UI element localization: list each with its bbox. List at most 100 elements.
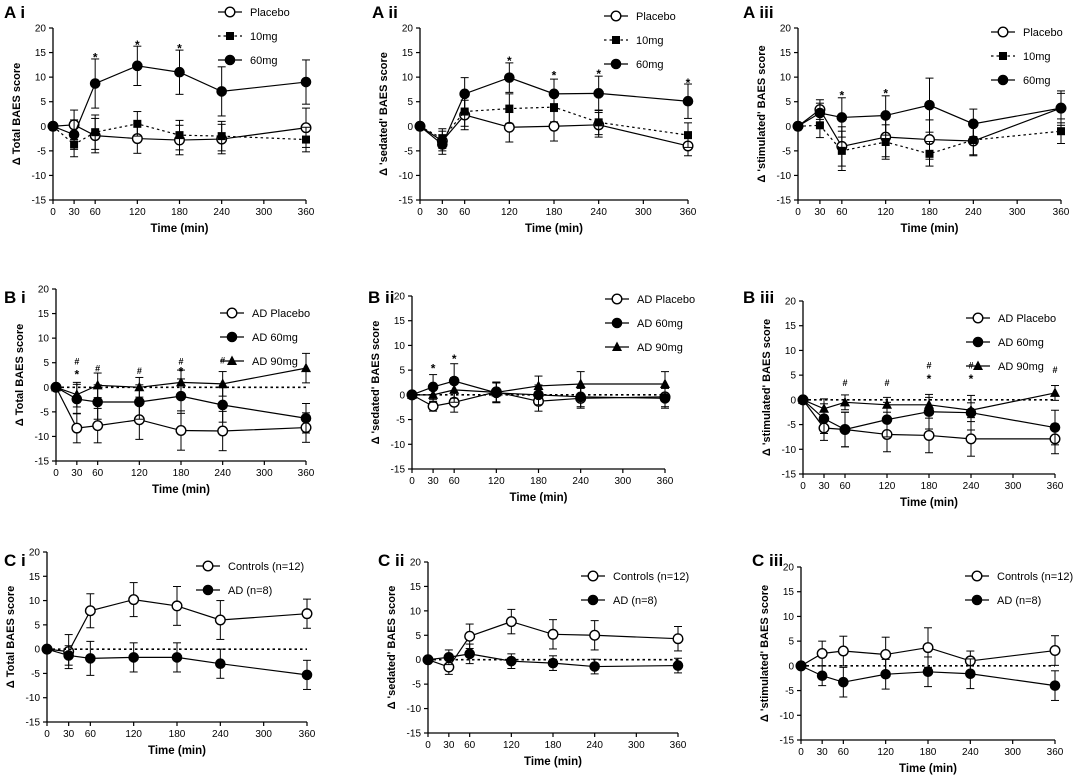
x-tick-label: 0 [53, 468, 59, 479]
data-point [839, 424, 851, 435]
data-point [216, 86, 227, 97]
data-point [302, 135, 310, 144]
data-point [881, 138, 890, 147]
significance-mark: # [137, 366, 142, 376]
data-point [89, 78, 101, 89]
data-point [300, 76, 312, 88]
x-tick-label: 30 [437, 207, 449, 218]
panel-label: A i [4, 3, 25, 22]
y-axis-label: Δ 'stimulated' BAES score [761, 319, 773, 456]
data-point [548, 88, 560, 100]
y-tick-label: 5 [407, 97, 413, 108]
series-10mg [794, 112, 1065, 172]
x-tick-label: 120 [131, 468, 148, 479]
x-axis-label: Time (min) [899, 763, 957, 775]
legend-marker [971, 594, 983, 606]
significance-mark: * [93, 50, 98, 64]
data-point [1055, 102, 1067, 114]
series-ad-n-8- [795, 656, 1061, 701]
y-tick-label: 5 [788, 637, 794, 648]
x-tick-label: 180 [921, 207, 938, 218]
x-tick-label: 30 [63, 729, 75, 740]
x-tick-label: 180 [920, 747, 937, 758]
legend-label: AD Placebo [637, 294, 695, 306]
data-point [175, 131, 184, 140]
data-point [63, 650, 74, 661]
data-point [593, 88, 604, 99]
x-tick-label: 120 [125, 729, 142, 740]
legend-label: 10mg [636, 35, 664, 47]
data-point [589, 661, 600, 672]
data-point [594, 118, 603, 127]
legend-marker [973, 360, 983, 370]
legend-marker [227, 355, 237, 365]
x-tick-label: 120 [879, 481, 896, 492]
x-tick-label: 120 [877, 747, 894, 758]
data-point [816, 670, 828, 682]
y-tick-label: 15 [35, 48, 47, 59]
y-tick-label: 5 [399, 366, 405, 377]
significance-mark: # [178, 356, 183, 366]
y-axis-label: Δ 'stimulated' BAES score [756, 45, 768, 182]
series-ad-90mg [407, 371, 670, 403]
y-tick-label: 20 [402, 24, 414, 35]
y-tick-label: -10 [32, 171, 47, 182]
data-point [925, 149, 934, 158]
legend-label: AD 60mg [252, 332, 298, 344]
y-tick-label: -15 [782, 470, 797, 481]
x-tick-label: 0 [417, 207, 423, 218]
y-tick-label: 20 [29, 548, 41, 559]
data-point [84, 605, 96, 617]
x-tick-label: 240 [213, 207, 230, 218]
legend-label: AD (n=8) [997, 595, 1041, 607]
y-tick-label: -15 [777, 196, 792, 207]
data-point [969, 136, 978, 145]
panel-label: B i [4, 288, 26, 307]
legend-marker [202, 584, 214, 596]
data-point [1049, 422, 1061, 433]
y-tick-label: 15 [402, 48, 414, 59]
x-tick-label: 60 [838, 747, 850, 758]
y-tick-label: 0 [788, 661, 794, 672]
legend-marker [224, 6, 236, 18]
data-point [133, 119, 142, 128]
legend-label: AD 90mg [998, 361, 1044, 373]
data-point [128, 594, 140, 606]
data-point [672, 660, 684, 671]
data-point [176, 376, 186, 387]
significance-mark: # [220, 355, 225, 365]
data-point [92, 420, 104, 432]
y-tick-label: 15 [410, 582, 422, 593]
y-tick-label: -5 [31, 669, 40, 680]
significance-mark: # [95, 364, 100, 374]
y-tick-label: -15 [780, 736, 795, 747]
data-point [217, 425, 229, 437]
data-point [819, 403, 829, 413]
legend-marker [226, 32, 234, 40]
legend-label: 10mg [1023, 51, 1051, 63]
significance-mark: # [884, 378, 889, 388]
x-axis-label: Time (min) [151, 223, 209, 235]
y-tick-label: 0 [407, 122, 413, 133]
significance-mark: * [74, 368, 79, 382]
x-tick-label: 240 [212, 729, 229, 740]
x-tick-label: 300 [255, 729, 272, 740]
y-tick-label: 10 [783, 612, 795, 623]
x-tick-label: 180 [173, 468, 190, 479]
legend-marker [610, 10, 622, 22]
y-axis-label: Δ Total BAES score [11, 63, 23, 165]
x-tick-label: 60 [464, 740, 476, 751]
x-tick-label: 0 [798, 747, 804, 758]
panel-label: A iii [743, 3, 774, 22]
data-point [437, 139, 448, 150]
data-point [217, 399, 228, 411]
data-point [128, 652, 139, 663]
x-tick-label: 120 [877, 207, 894, 218]
x-tick-label: 300 [614, 476, 631, 487]
y-tick-label: -10 [780, 711, 795, 722]
legend-marker [226, 307, 238, 319]
data-point [965, 433, 977, 445]
legend: Controls (n=12) AD (n=8) [196, 560, 304, 597]
data-point [504, 72, 515, 83]
data-point [575, 378, 586, 388]
